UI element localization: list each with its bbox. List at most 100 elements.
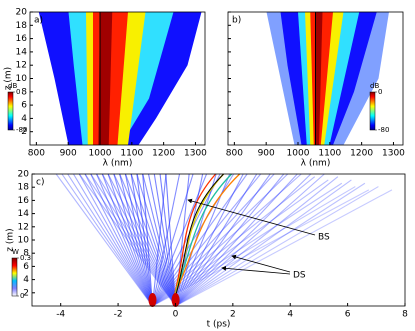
soliton-track <box>172 173 217 299</box>
panel-label: a) <box>34 16 43 26</box>
x-tick-label: 6 <box>345 310 351 320</box>
y-tick-label: 14 <box>18 209 30 219</box>
radiation-ray <box>152 189 370 307</box>
colorbar-label: dB <box>8 82 17 90</box>
y-tick-label: 8 <box>21 87 27 97</box>
radiation-ray <box>165 173 177 307</box>
x-tick-label: 1100 <box>120 149 143 159</box>
radiation-ray <box>107 173 154 307</box>
x-axis-label: λ (nm) <box>301 159 331 169</box>
colorbar-tick-label: 0 <box>378 88 382 96</box>
colorbar-label: dB <box>370 82 379 90</box>
radiation-ray <box>175 173 244 307</box>
radiation-ray <box>175 189 393 307</box>
x-tick-label: 4 <box>287 310 293 320</box>
pump-peak <box>148 293 157 307</box>
colorbar-tick-label: -80 <box>378 126 389 134</box>
colorbar <box>369 91 376 131</box>
radiation-ray <box>78 173 153 307</box>
radiation-ray <box>113 173 154 307</box>
radiation-ray <box>152 179 329 307</box>
radiation-ray <box>136 173 177 307</box>
annotation-arrow <box>187 198 316 236</box>
x-tick-label: 2 <box>230 310 236 320</box>
radiation-ray <box>152 173 302 307</box>
radiation-ray <box>96 173 153 307</box>
radiation-ray <box>175 186 379 307</box>
radiation-ray <box>101 173 153 307</box>
heatmap <box>55 173 393 307</box>
radiation-ray <box>130 173 154 307</box>
y-tick-label: 12 <box>16 61 27 71</box>
annotation: DS <box>293 271 306 281</box>
x-tick-label: 1200 <box>350 149 373 159</box>
radiation-ray <box>151 173 208 307</box>
x-tick-label: 1300 <box>184 149 207 159</box>
x-axis-label: t (ps) <box>207 320 231 330</box>
radiation-ray <box>151 173 221 307</box>
x-tick-label: 800 <box>226 149 243 159</box>
y-tick-label: 4 <box>21 114 27 124</box>
radiation-ray <box>136 173 154 307</box>
panel-label: b) <box>232 16 241 26</box>
panel-label: c) <box>36 178 44 188</box>
y-tick-label: 16 <box>18 196 30 206</box>
x-tick-label: 1200 <box>152 149 175 159</box>
radiation-ray <box>119 173 154 307</box>
radiation-ray <box>147 173 177 307</box>
heatmap <box>266 12 389 145</box>
colorbar-tick-label: -80 <box>16 126 27 134</box>
radiation-ray <box>175 173 298 307</box>
radiation-ray <box>124 173 177 307</box>
radiation-ray <box>55 173 153 307</box>
colorbar-tick-label: 0 <box>16 88 20 96</box>
radiation-ray <box>72 173 153 307</box>
x-tick-label: 0 <box>173 310 179 320</box>
colorbar-tick-label: 0 <box>20 292 24 300</box>
radiation-ray <box>90 173 153 307</box>
y-tick-label: 2 <box>21 127 27 137</box>
y-tick-label: 10 <box>16 74 28 84</box>
radiation-ray <box>90 173 177 307</box>
y-tick-label: 18 <box>16 21 28 31</box>
colorbar-tick-label: 0.3 <box>20 254 31 262</box>
radiation-ray <box>175 173 325 307</box>
x-tick-label: 900 <box>60 149 77 159</box>
x-tick-label: 1100 <box>318 149 341 159</box>
y-tick-label: 4 <box>23 275 29 285</box>
radiation-ray <box>175 179 352 307</box>
radiation-ray <box>78 173 177 307</box>
annotation-arrow <box>221 265 291 275</box>
x-tick-label: -4 <box>56 310 65 320</box>
y-tick-label: 16 <box>16 34 28 44</box>
radiation-ray <box>107 173 177 307</box>
heatmap <box>38 12 202 145</box>
y-tick-label: 20 <box>18 170 30 180</box>
radiation-ray <box>175 173 285 307</box>
y-tick-label: 12 <box>18 222 29 232</box>
radiation-ray <box>175 182 366 307</box>
colorbar <box>7 91 14 131</box>
radiation-ray <box>153 173 177 307</box>
y-tick-label: 8 <box>23 249 29 259</box>
radiation-ray <box>159 173 177 307</box>
x-tick-label: 1300 <box>382 149 405 159</box>
x-tick-label: 8 <box>402 310 408 320</box>
radiation-ray <box>96 173 177 307</box>
radiation-ray <box>113 173 177 307</box>
radiation-ray <box>119 173 177 307</box>
radiation-ray <box>130 173 177 307</box>
y-tick-label: 20 <box>16 8 28 18</box>
radiation-ray <box>175 173 258 307</box>
y-tick-label: 2 <box>23 288 29 298</box>
radiation-ray <box>101 173 177 307</box>
soliton-track <box>172 173 225 299</box>
soliton-track <box>175 173 224 297</box>
radiation-ray <box>67 173 153 307</box>
radiation-ray <box>124 173 154 307</box>
pump-peak <box>171 293 180 307</box>
radiation-ray <box>175 173 312 307</box>
radiation-ray <box>142 173 154 307</box>
radiation-ray <box>151 173 194 307</box>
